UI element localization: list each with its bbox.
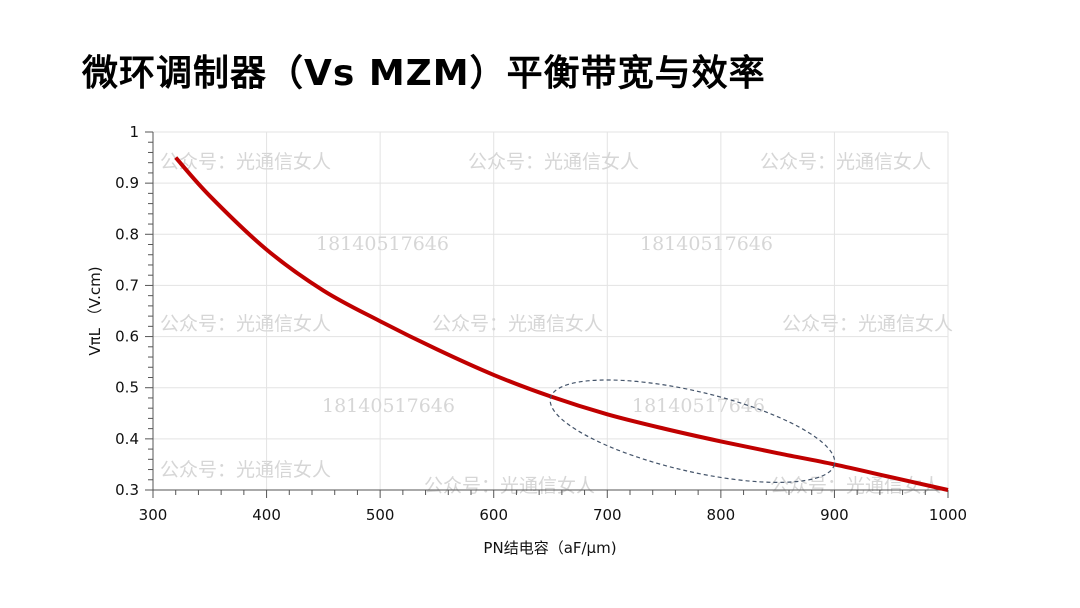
x-tick-label: 900 [820,506,849,524]
y-tick-label: 0.4 [115,430,139,448]
x-tick-label: 500 [366,506,395,524]
x-axis-label: PN结电容（aF/μm) [483,539,616,557]
y-tick-label: 0.6 [115,328,139,346]
watermark-phone: 18140517646 [640,233,773,255]
watermark-account: 公众号：光通信女人 [160,459,331,481]
x-tick-label: 1000 [929,506,967,524]
y-tick-label: 0.3 [115,481,139,499]
watermark-account: 公众号：光通信女人 [432,313,603,335]
x-tick-label: 400 [252,506,281,524]
x-tick-label: 700 [593,506,622,524]
series-line-vpil [174,156,949,492]
highlight-ellipse [549,379,836,483]
watermark-account: 公众号：光通信女人 [468,151,639,173]
y-tick-label: 0.7 [115,276,139,294]
x-tick-label: 300 [139,506,168,524]
y-tick-label: 1 [129,123,139,141]
y-axis-label: VπL （V.cm) [86,266,104,355]
watermark-account: 公众号：光通信女人 [424,475,595,497]
page-title: 微环调制器（Vs MZM）平衡带宽与效率 [82,53,766,94]
y-tick-label: 0.9 [115,174,139,192]
watermark-account: 公众号：光通信女人 [160,313,331,335]
watermark-phone: 18140517646 [632,395,765,417]
y-tick-label: 0.5 [115,379,139,397]
watermark-phone: 18140517646 [316,233,449,255]
x-tick-label: 800 [707,506,736,524]
watermark-account: 公众号：光通信女人 [770,475,941,497]
watermark-phone: 18140517646 [322,395,455,417]
watermark-account: 公众号：光通信女人 [160,151,331,173]
watermark-account: 公众号：光通信女人 [760,151,931,173]
watermark-account: 公众号：光通信女人 [782,313,953,335]
y-tick-label: 0.8 [115,225,139,243]
x-tick-label: 600 [479,506,508,524]
